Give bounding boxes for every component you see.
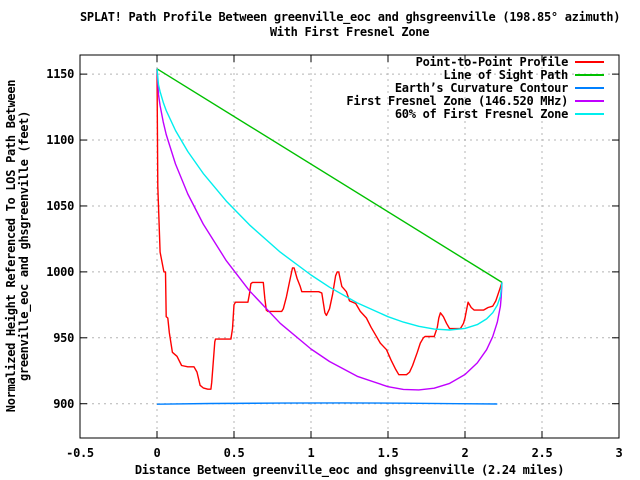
x-tick-label: 3 (615, 446, 623, 460)
legend-item: First Fresnel Zone (146.520 MHz) (346, 93, 604, 108)
legend-item: 60% of First Fresnel Zone (346, 106, 604, 121)
y-tick-label: 1050 (46, 198, 74, 213)
series-line-earth-s-curvature-contour (156, 402, 498, 405)
x-tick-label: 1 (307, 446, 315, 460)
x-tick-label: 1.5 (377, 446, 399, 460)
y-tick-label: 900 (53, 396, 74, 411)
x-axis-label: Distance Between greenville_eoc and ghsg… (134, 463, 565, 477)
legend-item: Line of Sight Path (346, 67, 604, 82)
legend: Point-to-Point Profile Line of Sight Path… (346, 54, 604, 121)
series-line-point-to-point-profile (156, 68, 503, 390)
x-tick-label: 2 (461, 446, 469, 460)
legend-label: First Fresnel Zone (146.520 MHz) (346, 93, 568, 108)
series-line-60-of-first-fresnel-zone (156, 68, 503, 331)
plot-border (79, 54, 620, 439)
y-tick-label: 1000 (46, 264, 74, 279)
legend-item: Point-to-Point Profile (346, 54, 604, 69)
y-axis-label: Normalized Height Referenced To LOS Path… (4, 66, 31, 426)
legend-line-swatch (575, 86, 604, 89)
y-tick-label: 1100 (46, 133, 74, 148)
legend-line-swatch (575, 99, 604, 102)
series-line-line-of-sight-path (156, 68, 503, 283)
legend-line-swatch (575, 73, 604, 76)
y-tick-label: 1150 (46, 67, 74, 82)
legend-line-swatch (575, 60, 604, 63)
x-tick-label: 0 (153, 446, 161, 460)
legend-label: Line of Sight Path (443, 67, 568, 82)
legend-item: Earth’s Curvature Contour (346, 80, 604, 95)
legend-label: Point-to-Point Profile (415, 54, 569, 69)
legend-line-swatch (575, 112, 604, 115)
x-tick-label: 0.5 (223, 446, 245, 460)
y-axis-label-line2: greenville_eoc and ghsgreenville (feet) (17, 110, 31, 382)
legend-label: Earth’s Curvature Contour (394, 80, 568, 95)
x-tick-label: 2.5 (531, 446, 553, 460)
series-line-first-fresnel-zone-146-520-mhz (156, 68, 503, 391)
chart-title-line1: SPLAT! Path Profile Between greenville_e… (80, 10, 621, 24)
x-tick-label: -0.5 (66, 446, 94, 460)
y-tick-label: 950 (53, 330, 74, 345)
legend-label: 60% of First Fresnel Zone (394, 106, 568, 121)
chart-title-line2: With First Fresnel Zone (269, 25, 430, 39)
